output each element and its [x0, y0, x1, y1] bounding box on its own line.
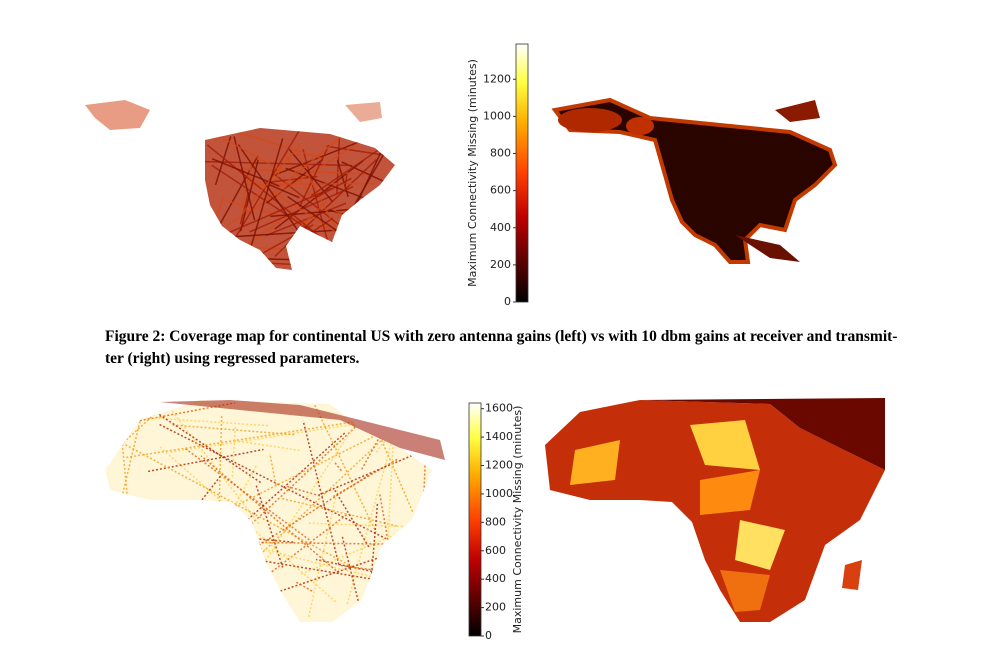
route-line	[265, 202, 347, 237]
route-line	[419, 460, 426, 596]
colorbar-label: Maximum Connectivity Missing (minutes)	[511, 406, 524, 634]
route-line	[371, 192, 383, 219]
route-line	[215, 128, 218, 141]
route-line	[231, 426, 237, 477]
route-line	[336, 204, 352, 220]
route-line	[312, 401, 377, 533]
route-line	[258, 513, 349, 583]
route-line	[213, 541, 398, 545]
colorbar-tick-label: 800	[485, 515, 506, 528]
map-us-zero-gain	[85, 100, 395, 270]
colorbar-label: Maximum Connectivity Missing (minutes)	[466, 59, 479, 287]
route-line	[300, 200, 328, 227]
colorbar-tick-label: 400	[485, 572, 506, 585]
route-line	[334, 462, 343, 473]
colorbar-tick-label: 1200	[485, 459, 513, 472]
colorbar-tick-label: 1600	[485, 402, 513, 415]
colorbar-tick-label: 400	[490, 221, 511, 234]
route-line	[369, 503, 379, 587]
colorbar-tick-label: 200	[485, 601, 506, 614]
route-line	[222, 244, 359, 255]
route-line	[110, 436, 358, 570]
route-line	[313, 217, 334, 232]
route-line	[302, 420, 340, 565]
colorbar-tick-label: 0	[504, 295, 511, 308]
route-line	[234, 439, 301, 452]
map-africa-10dbm-gain	[545, 398, 885, 622]
route-line	[207, 533, 296, 544]
colorbar-tick-label: 800	[490, 147, 511, 160]
route-line	[346, 440, 393, 605]
colorbar-tick-label: 1200	[483, 72, 511, 85]
colorbar-tick-label: 0	[485, 629, 492, 642]
caption-line: Figure 2: Coverage map for continental U…	[105, 328, 897, 345]
route-line	[239, 159, 259, 232]
route-line	[269, 184, 300, 199]
colorbar-gradient	[468, 402, 482, 637]
colorbar-gradient	[515, 43, 529, 303]
route-line	[205, 160, 353, 167]
route-line	[105, 402, 236, 429]
caption-line: ter (right) using regressed parameters.	[105, 350, 360, 367]
route-line	[269, 453, 277, 486]
route-line	[334, 489, 370, 549]
route-line	[363, 224, 383, 260]
route-line	[386, 434, 395, 548]
route-line	[152, 409, 263, 484]
route-line	[241, 157, 254, 209]
route-line	[166, 404, 261, 526]
route-line	[345, 254, 370, 270]
route-line	[283, 152, 313, 201]
route-line	[259, 128, 351, 206]
route-line	[295, 581, 314, 593]
route-line	[255, 485, 284, 569]
colorbar-tick-label: 600	[490, 184, 511, 197]
route-line	[239, 191, 250, 225]
route-line	[147, 448, 264, 473]
route-line	[298, 144, 330, 208]
route-line	[266, 158, 324, 204]
route-line	[376, 250, 395, 266]
route-line	[212, 426, 356, 561]
route-line	[332, 208, 393, 244]
route-line	[241, 142, 303, 215]
colorbar-tick-label: 1000	[483, 109, 511, 122]
colorbar-tick-label: 200	[490, 258, 511, 271]
route-line	[214, 136, 232, 186]
map-africa-zero-gain	[105, 400, 445, 622]
map-us-10dbm-gain	[551, 97, 838, 264]
route-line	[287, 236, 356, 252]
route-line	[214, 187, 333, 240]
colorbar-tick-label: 600	[485, 544, 506, 557]
route-line	[230, 260, 362, 269]
colorbar: 0 200 400 600 800 1000 1200 Maximum Connectivit…	[466, 43, 529, 308]
colorbar-tick-label: 1000	[485, 487, 513, 500]
route-line	[282, 497, 397, 527]
route-line	[159, 423, 423, 558]
route-line	[170, 424, 295, 436]
route-line	[115, 529, 177, 538]
route-line	[205, 256, 328, 262]
route-line	[233, 136, 256, 221]
colorbar-tick-label: 1400	[485, 430, 513, 443]
route-line	[336, 159, 349, 198]
route-line	[246, 138, 284, 262]
